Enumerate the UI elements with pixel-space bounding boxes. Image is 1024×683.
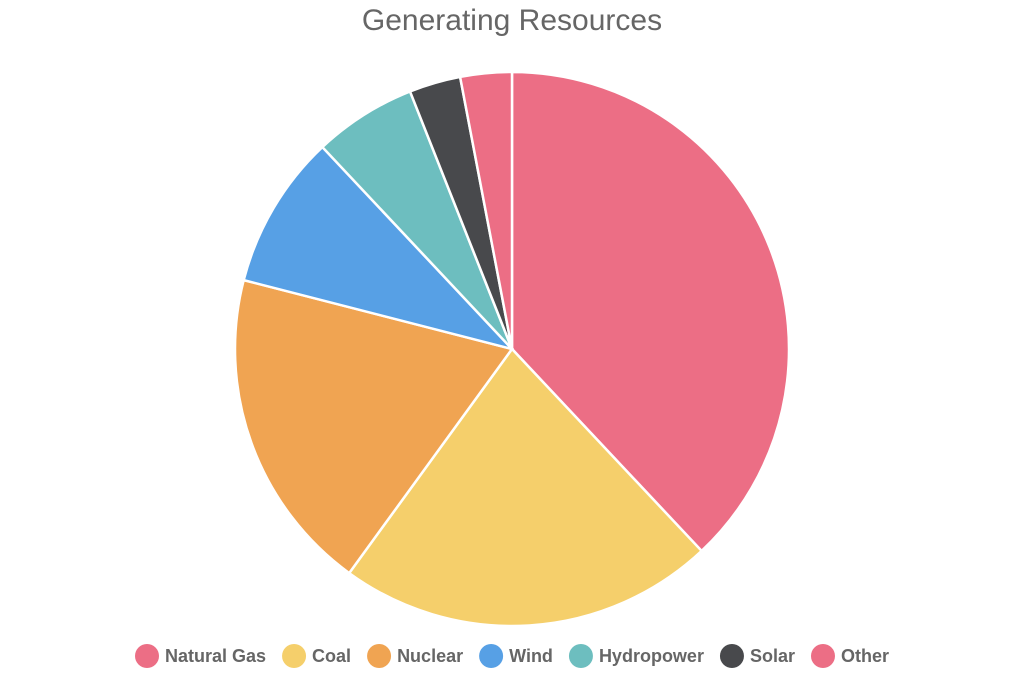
pie [233,70,791,628]
legend-swatch [282,644,307,668]
legend-item[interactable]: Coal [282,644,351,668]
legend-label: Natural Gas [165,646,266,666]
legend-label: Hydropower [599,646,704,666]
pie-slice [233,278,515,575]
legend-item[interactable]: Natural Gas [135,644,266,668]
legend-item[interactable]: Nuclear [367,644,463,668]
legend-label: Nuclear [397,646,463,666]
pie-slice [242,145,516,352]
legend-swatch [810,644,835,668]
legend-item[interactable]: Solar [719,644,795,668]
legend-swatch [367,644,392,668]
legend-label: Wind [509,646,553,666]
legend-swatch [479,644,504,668]
legend-swatch [568,644,593,668]
legend-item[interactable]: Wind [479,644,553,668]
legend-swatch [135,644,159,668]
legend: Natural Gas Coal Nuclear Wind Hydropower Sola… [135,644,889,668]
legend-swatch [719,644,744,668]
legend-item[interactable]: Hydropower [568,644,704,668]
legend-label: Coal [312,646,351,666]
legend-label: Solar [750,646,795,666]
legend-item[interactable]: Other [810,644,889,668]
pie-slice [347,347,704,628]
chart-title: Generating Resources [362,4,662,37]
pie-slice [458,70,514,350]
pie-slice [510,70,791,553]
legend-label: Other [841,646,889,666]
